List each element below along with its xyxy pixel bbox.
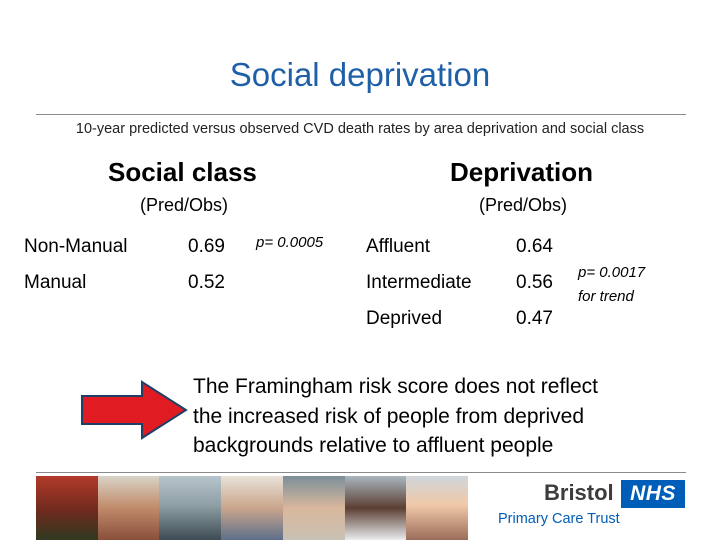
top-divider <box>36 114 686 115</box>
photo-strip <box>36 476 468 540</box>
nhs-logo-badge: NHS <box>621 480 685 508</box>
boy-photo-icon <box>221 476 283 540</box>
family-photo-icon <box>97 476 160 540</box>
deprivation-p-note: for trend <box>578 288 634 305</box>
teen-photo-icon <box>282 476 345 540</box>
nurse-photo-icon <box>344 476 407 540</box>
key-message-line: the increased risk of people from depriv… <box>193 404 585 428</box>
social-class-value-non-manual: 0.69 <box>188 236 225 257</box>
slide-title: Social deprivation <box>229 56 491 93</box>
deprivation-subheading: (Pred/Obs) <box>479 195 568 215</box>
staff-photo-icon <box>159 476 222 540</box>
key-message-line: backgrounds relative to affluent people <box>193 434 554 457</box>
deprivation-label-intermediate: Intermediate <box>366 272 472 293</box>
social-class-value-manual: 0.52 <box>188 272 225 293</box>
social-class-label-non-manual: Non-Manual <box>24 236 128 257</box>
deprivation-value-affluent: 0.64 <box>516 236 553 257</box>
deprivation-p-value: p= 0.0017 <box>578 264 646 281</box>
deprivation-label-affluent: Affluent <box>366 236 431 257</box>
social-class-p-value: p= 0.0005 <box>256 234 324 251</box>
deprivation-label-deprived: Deprived <box>366 308 443 329</box>
right-arrow-icon <box>81 380 188 440</box>
logo-org-name: Primary Care Trust <box>498 511 620 527</box>
deprivation-value-deprived: 0.47 <box>516 308 553 329</box>
key-message: The Framingham risk score does not refle… <box>193 372 693 461</box>
key-message-line: The Framingham risk score does not refle… <box>193 375 598 398</box>
deprivation-heading: Deprivation <box>450 157 594 187</box>
social-class-heading: Social class <box>108 157 257 187</box>
logo-bristol-text: Bristol <box>544 480 614 505</box>
slide-subtitle: 10-year predicted versus observed CVD de… <box>75 121 645 137</box>
social-class-label-manual: Manual <box>24 272 87 293</box>
deprivation-value-intermediate: 0.56 <box>516 272 553 293</box>
bottom-divider <box>36 472 686 473</box>
child-photo-icon <box>36 476 98 540</box>
social-class-subheading: (Pred/Obs) <box>140 195 229 215</box>
patient-photo-icon <box>406 476 468 540</box>
